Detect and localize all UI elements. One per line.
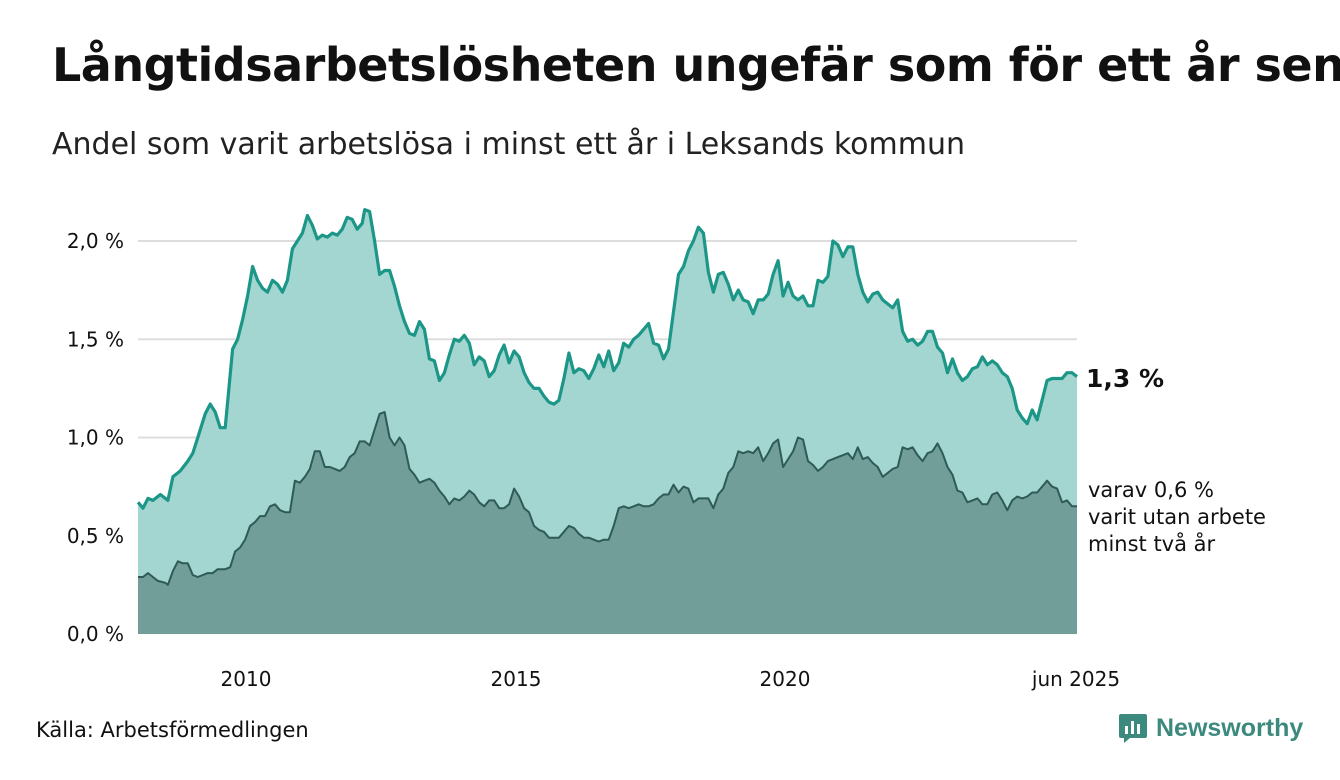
x-tick-label: jun 2025 bbox=[1031, 667, 1120, 691]
x-tick-label: 2015 bbox=[491, 667, 542, 691]
end-sub-label: varit utan arbete bbox=[1088, 505, 1266, 529]
source-note: Källa: Arbetsförmedlingen bbox=[36, 718, 309, 742]
y-tick-label: 0,5 % bbox=[67, 524, 124, 548]
end-value-label: 1,3 % bbox=[1086, 364, 1164, 393]
newsworthy-logo-icon bbox=[1119, 714, 1147, 743]
series-minst-tva-ar-area bbox=[138, 412, 1077, 634]
y-tick-label: 0,0 % bbox=[67, 622, 124, 646]
y-tick-label: 1,0 % bbox=[67, 426, 124, 450]
series-minst-ett-ar-line bbox=[136, 208, 1078, 510]
brand-name: Newsworthy bbox=[1156, 713, 1304, 742]
chart-title: Långtidsarbetslösheten ungefär som för e… bbox=[52, 38, 1340, 92]
axis-labels: 0,0 % 0,5 % 1,0 % 1,5 % 2,0 % 2010 2015 2020 jun… bbox=[67, 229, 1120, 691]
brand-logo: Newsworthy bbox=[1118, 712, 1303, 744]
chart-subtitle: Andel som varit arbetslösa i minst ett å… bbox=[52, 127, 966, 162]
y-tick-label: 1,5 % bbox=[67, 327, 124, 351]
series-minst-tva-ar-line bbox=[138, 411, 1077, 586]
end-sub-label: varav 0,6 % bbox=[1088, 478, 1214, 502]
x-tick-label: 2020 bbox=[760, 667, 811, 691]
y-tick-label: 2,0 % bbox=[67, 229, 124, 253]
end-sub-label: minst två år bbox=[1088, 531, 1216, 556]
x-tick-label: 2010 bbox=[221, 667, 272, 691]
area-layer bbox=[136, 208, 1078, 634]
